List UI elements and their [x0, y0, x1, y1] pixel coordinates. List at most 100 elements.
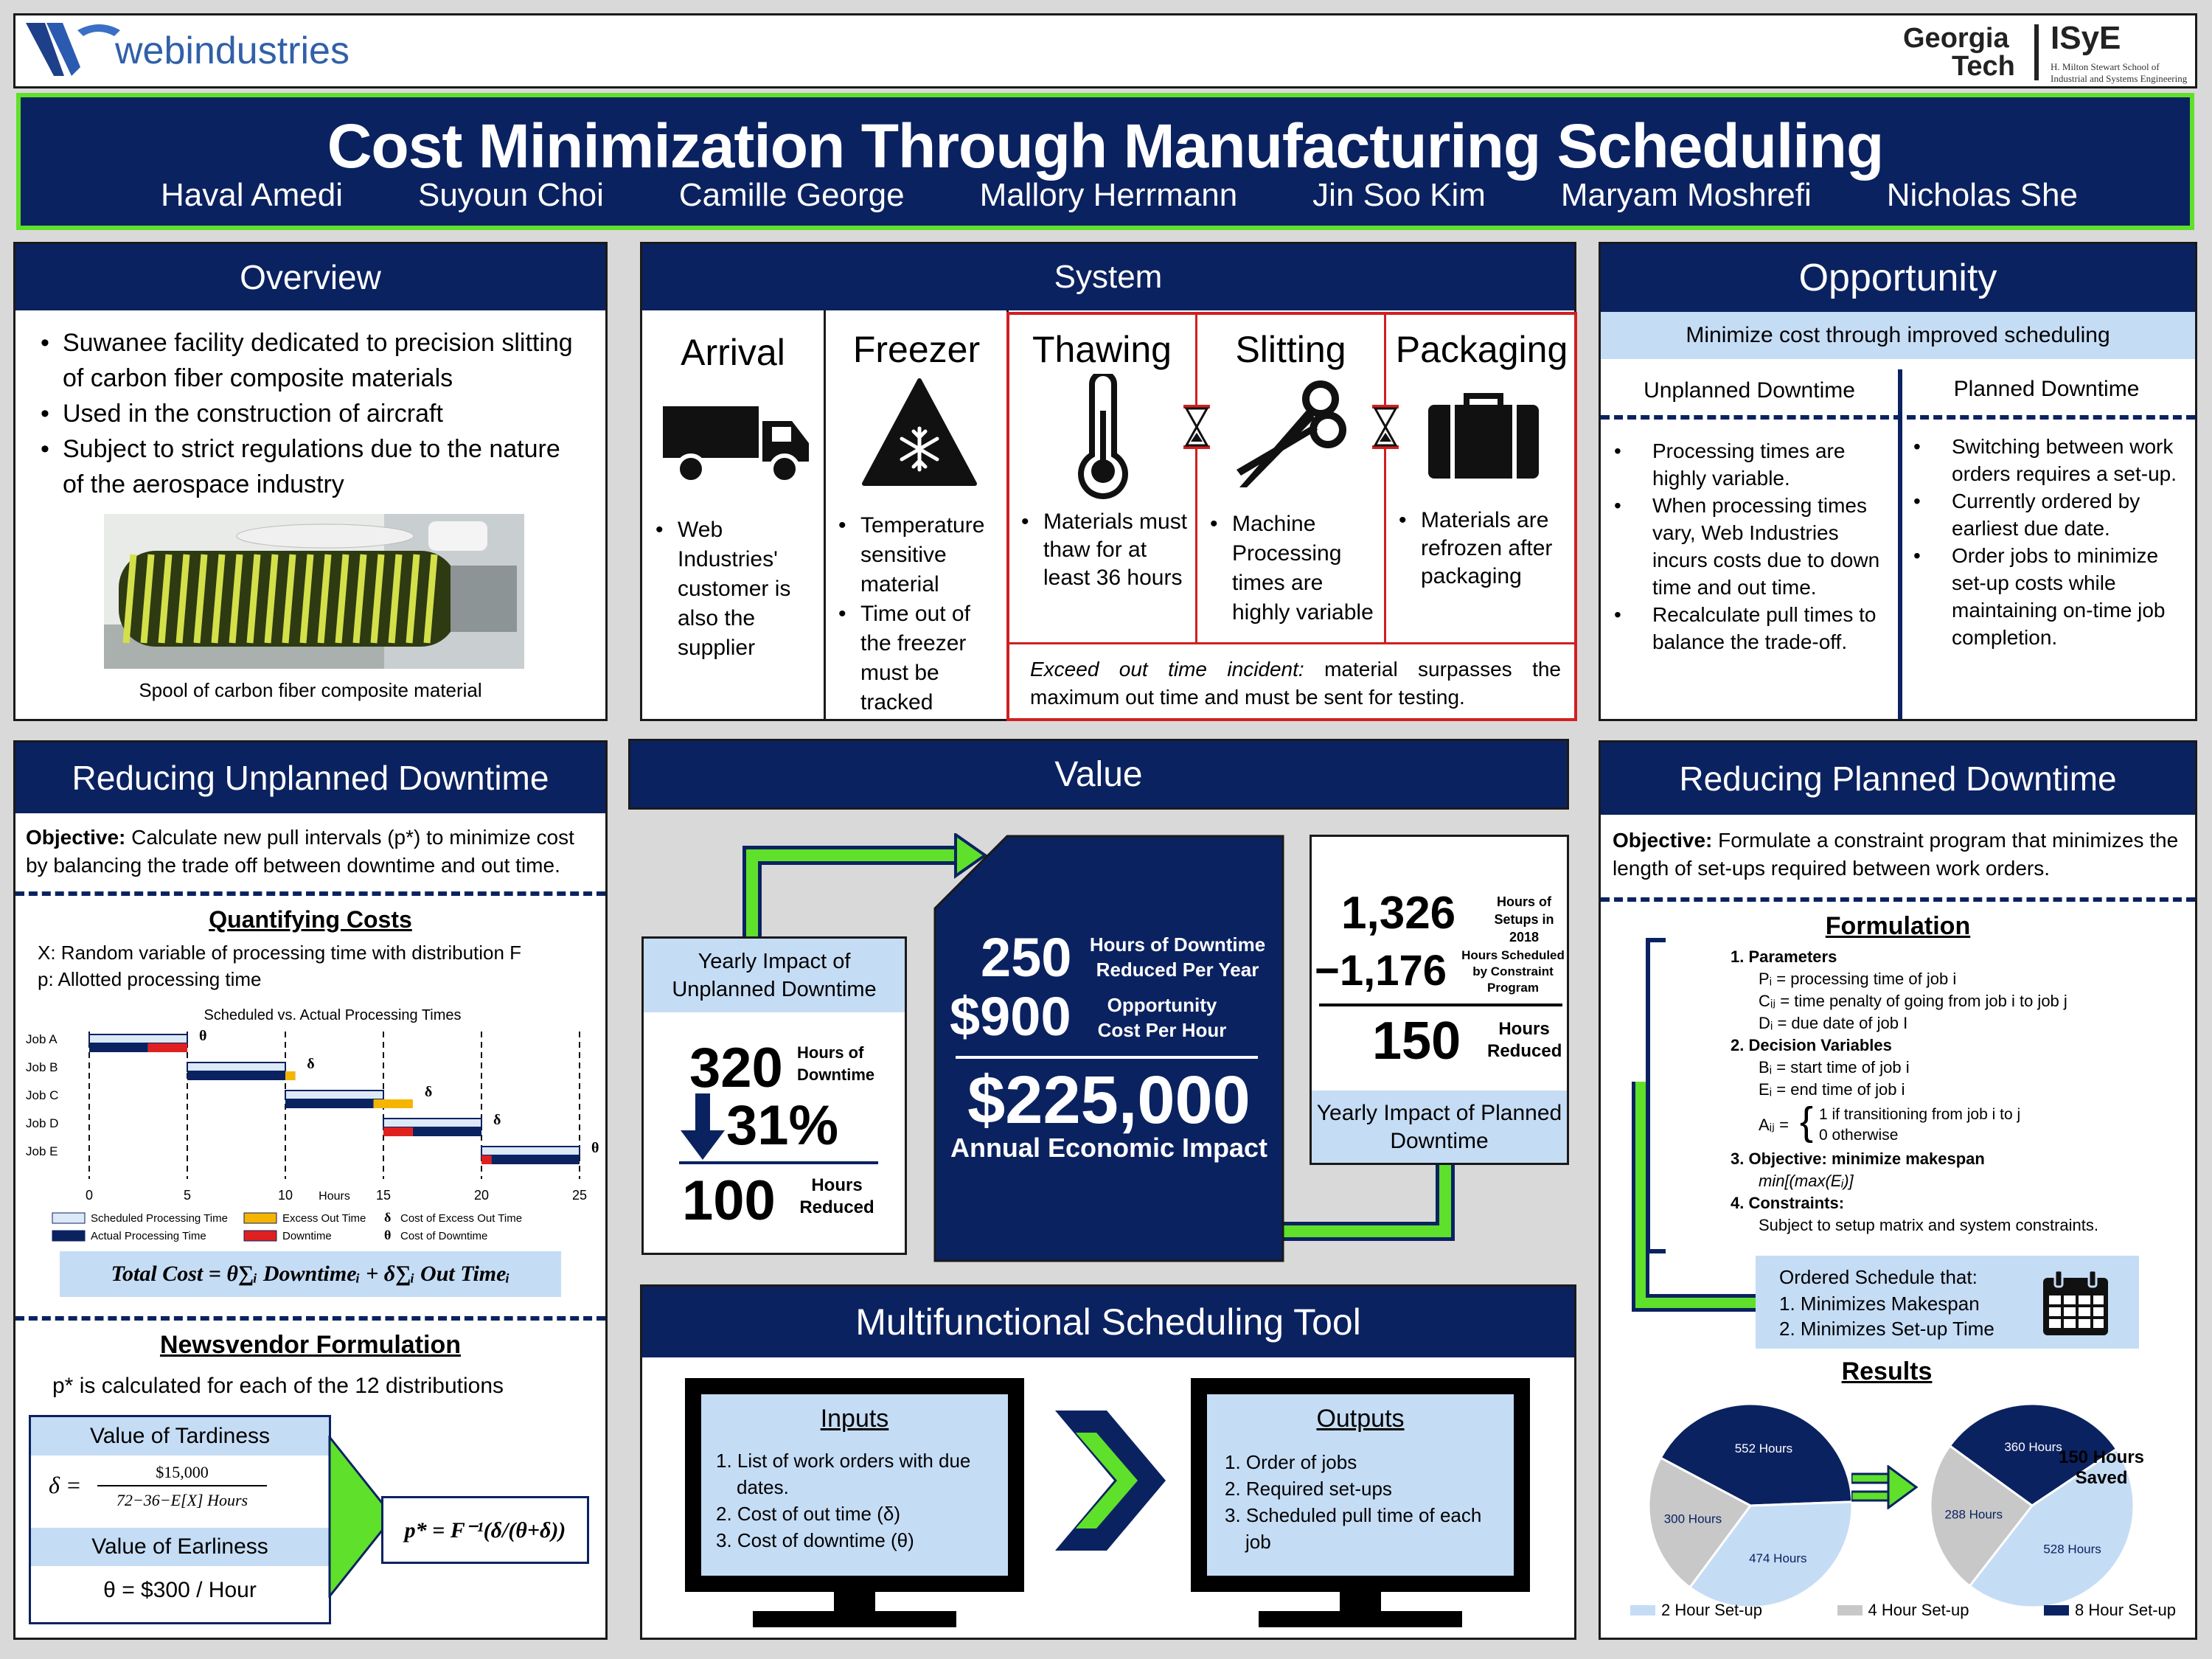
isye-sub2: Industrial and Systems Engineering [2051, 73, 2188, 84]
legend-item: 4 Hour Set-up [1837, 1601, 1969, 1620]
newsvendor-title: Newsvendor Formulation [159, 1331, 462, 1359]
pie-slice-label: 288 Hours [1945, 1507, 2003, 1521]
pie-slice [1948, 1402, 2118, 1507]
divider [1195, 312, 1197, 642]
center-value-content: 250 Hours of Downtime Reduced Per Year $… [933, 835, 1284, 1262]
downtime-bar [481, 1155, 492, 1164]
ordered-item: 1. Minimizes Makespan [1779, 1293, 1980, 1315]
spool-caption: Spool of carbon fiber composite material [139, 679, 482, 701]
unplanned-downtime-panel: Reducing Unplanned Downtime Objective: C… [13, 740, 608, 1640]
actual-bar [412, 1127, 481, 1136]
annual-impact-value: $225,000 [967, 1062, 1251, 1138]
author-name: Camille George [678, 177, 905, 213]
aij-case1: 1 if transitioning from job i to j [1819, 1106, 2021, 1123]
tardiness-earliness-box: Value of Tardiness δ = $15,000 72−36−E[X… [29, 1415, 331, 1624]
divider [1006, 642, 1577, 644]
down-arrow-icon [681, 1093, 725, 1160]
cost-annotation: δ [425, 1084, 432, 1100]
unplanned-column-title: Unplanned Downtime [1644, 378, 1855, 403]
stage-title-freezer: Freezer [852, 329, 981, 370]
legend-label: Actual Processing Time [91, 1230, 206, 1242]
unplanned-reduction-percent: 31% [726, 1094, 839, 1157]
gt-divider [2034, 24, 2039, 80]
list-item: Suwanee facility dedicated to precision … [38, 325, 583, 396]
slitting-bullets: Machine Processing times are highly vari… [1207, 509, 1384, 627]
monitor-base [1259, 1611, 1462, 1627]
tardiness-numerator: $15,000 [97, 1463, 267, 1486]
legend-label: 4 Hour Set-up [1868, 1601, 1969, 1619]
legend-symbol: δ [384, 1210, 391, 1225]
earliness-value: θ = $300 / Hour [103, 1578, 257, 1602]
y-tick-label: Job A [26, 1032, 58, 1046]
excess-out-bar [373, 1099, 413, 1108]
planned-reduced-unit: Hours Reduced [1487, 1019, 1562, 1061]
chevron-right-icon [1055, 1411, 1166, 1551]
list-item: Materials are refrozen after packaging [1396, 507, 1573, 591]
list-item: Machine Processing times are highly vari… [1207, 509, 1384, 627]
chart-title: Scheduled vs. Actual Processing Times [204, 1007, 461, 1023]
system-header: System [642, 244, 1574, 310]
section-divider [15, 1316, 605, 1321]
pie-slice-label: 552 Hours [1735, 1441, 1792, 1455]
author-name: Suyoun Choi [417, 177, 604, 213]
pie-slice [1929, 1444, 2034, 1588]
thermometer-icon [1078, 374, 1128, 499]
divider [956, 1056, 1258, 1059]
stage-title-thawing: Thawing [1032, 329, 1172, 370]
pie-slice [1647, 1456, 1753, 1589]
stage-title-arrival: Arrival [681, 332, 785, 373]
x-tick-label: 15 [376, 1188, 391, 1203]
cost-per-hour-unit: Opportunity Cost Per Hour [1097, 994, 1227, 1041]
scheduling-tool-panel: Multifunctional Scheduling Tool Inputs 1… [640, 1284, 1576, 1640]
center-value-shape [933, 835, 1284, 1262]
arrival-bullets: Web Industries' customer is also the sup… [653, 515, 822, 663]
excess-out-bar [285, 1071, 296, 1080]
tardiness-delta: δ = [49, 1472, 82, 1498]
ordered-schedule-box: Ordered Schedule that: 1. Minimizes Make… [1756, 1256, 2139, 1349]
list-item: When processing times vary, Web Industri… [1611, 492, 1891, 601]
list-item: Temperature sensitive material [835, 511, 1005, 599]
monitor-stand [1340, 1592, 1381, 1614]
isye-logo: ISyE [2051, 20, 2121, 56]
monitor-stand [834, 1592, 875, 1614]
list-item: 2. Cost of out time (δ) [716, 1503, 900, 1525]
total-cost-formula: Total Cost = θ∑ᵢ Downtimeᵢ + δ∑ᵢ Out Tim… [60, 1251, 561, 1297]
cost-annotation: δ [493, 1112, 501, 1128]
inputs-screen: Inputs 1. List of work orders with due d… [701, 1394, 1008, 1576]
formulation-item-label: 4. Constraints: [1731, 1194, 1845, 1212]
unplanned-hours-value: 320 [689, 1037, 783, 1099]
ordered-schedule-title: Ordered Schedule that: [1779, 1266, 1978, 1288]
green-right-arrow-icon [1851, 1465, 1918, 1509]
list-item: 1. List of work orders with due dates. [716, 1450, 971, 1498]
outputs-screen: Outputs 1. Order of jobs 2. Required set… [1207, 1394, 1514, 1576]
list-item: Order jobs to minimize set-up costs whil… [1910, 542, 2191, 651]
newsvendor-text: p* is calculated for each of the 12 dist… [52, 1374, 504, 1398]
list-item: 1. Order of jobs [1225, 1451, 1357, 1473]
actual-bar [187, 1071, 296, 1080]
isye-sub1: H. Milton Stewart School of [2051, 61, 2160, 72]
cost-annotation: θ [199, 1028, 206, 1044]
legend-item: 8 Hour Set-up [2044, 1601, 2176, 1620]
divider [824, 310, 826, 721]
monitor-base [753, 1611, 956, 1627]
overview-panel: Overview Suwanee facility dedicated to p… [13, 242, 608, 721]
author-list: Haval Amedi Suyoun Choi Camille George M… [161, 177, 2078, 214]
x-tick-label: 5 [184, 1188, 191, 1203]
legend-swatch [52, 1230, 86, 1242]
legend-label: Cost of Downtime [400, 1230, 487, 1242]
scheduled-bar [481, 1146, 580, 1156]
list-item: Processing times are highly variable. [1611, 437, 1891, 492]
formulation-line: Cᵢⱼ = time penalty of going from job i t… [1759, 992, 2067, 1010]
downtime-bar [383, 1127, 413, 1136]
unplanned-reduced-value: 100 [682, 1169, 776, 1232]
hours-reduced-unit: Hours of Downtime Reduced Per Year [1089, 933, 1266, 981]
legend-label: 8 Hour Set-up [2075, 1601, 2176, 1619]
y-tick-label: Job E [26, 1144, 58, 1158]
author-name: Jin Soo Kim [1312, 177, 1486, 213]
pie-chart-before: 552 Hours 474 Hours 300 Hours [1647, 1402, 1854, 1609]
snowflake-warning-icon [862, 378, 977, 486]
outputs-title: Outputs [1316, 1405, 1405, 1433]
carbon-fiber-spool-image [104, 514, 524, 669]
aij-definition: Aᵢⱼ = { 1 if transitioning from job i to… [1731, 1099, 2188, 1148]
calendar-icon [2043, 1269, 2108, 1335]
